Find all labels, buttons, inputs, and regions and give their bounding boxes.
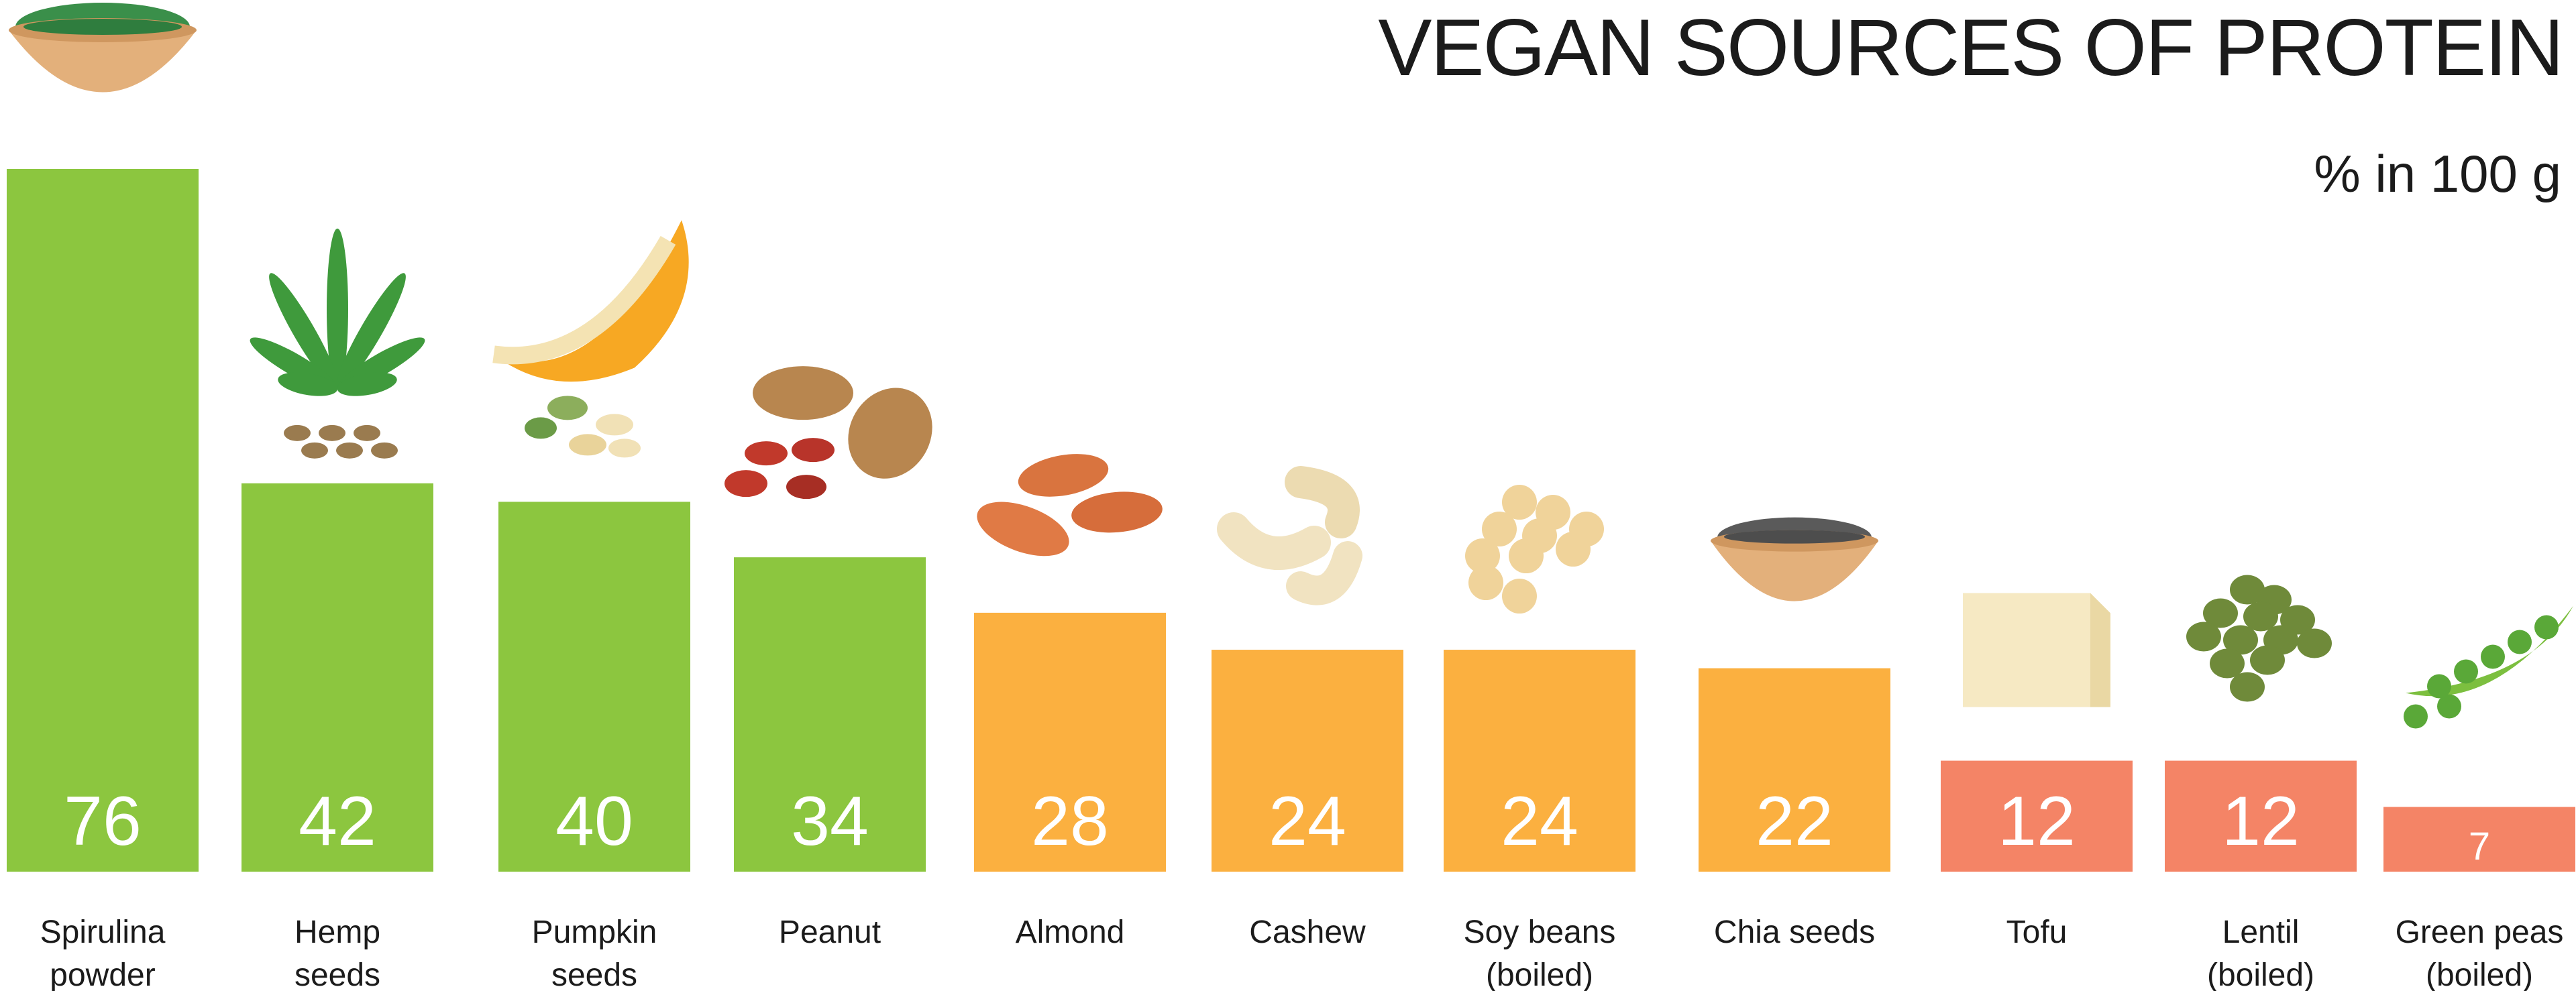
bar-10: [2383, 807, 2575, 872]
soybean-icon: [1465, 485, 1604, 614]
category-label-1: Hemp seeds: [294, 915, 380, 991]
category-label-10: Green peas (boiled): [2396, 915, 2564, 991]
bar-7: [1699, 668, 1890, 872]
tofu-icon: [1963, 593, 2110, 707]
bar-0: [7, 169, 199, 872]
chart-subtitle: % in 100 g: [2314, 144, 2561, 203]
value-label-0: 76: [64, 782, 142, 860]
value-label-2: 40: [555, 782, 633, 860]
value-label-5: 24: [1269, 782, 1346, 860]
pea-pod-icon: [2404, 605, 2573, 729]
value-label-10: 7: [2469, 825, 2490, 868]
category-label-6: Soy beans (boiled): [1464, 915, 1616, 991]
value-label-7: 22: [1756, 782, 1833, 860]
bar-2: [498, 502, 690, 872]
cashew-icon: [1217, 466, 1362, 605]
spirulina-bowl-icon: [9, 3, 197, 93]
chia-bowl-icon: [1711, 517, 1878, 601]
category-label-2: Pumpkin seeds: [532, 915, 657, 991]
category-label-8: Tofu: [2006, 915, 2068, 950]
category-label-3: Peanut: [779, 915, 881, 950]
bars-group: [7, 169, 2575, 872]
bar-5: [1212, 650, 1403, 872]
bar-9: [2165, 760, 2357, 872]
value-label-3: 34: [791, 782, 869, 860]
value-label-4: 28: [1031, 782, 1109, 860]
category-label-7: Chia seeds: [1714, 915, 1875, 950]
value-labels-group: 76 42 40 34 28 24 24 22 12 12 7: [64, 782, 2490, 868]
pumpkin-icon: [492, 220, 689, 458]
bar-6: [1444, 650, 1635, 872]
bar-3: [734, 557, 926, 872]
almond-icon: [977, 454, 1163, 557]
bar-8: [1941, 760, 2133, 872]
chart-title: VEGAN SOURCES OF PROTEIN: [1378, 3, 2564, 93]
category-label-9: Lentil (boiled): [2207, 915, 2314, 991]
value-label-1: 42: [299, 782, 376, 860]
bar-1: [241, 483, 433, 872]
category-label-4: Almond: [1016, 915, 1125, 950]
value-label-9: 12: [2222, 782, 2300, 860]
value-label-6: 24: [1501, 782, 1578, 860]
peanut-icon: [724, 366, 932, 500]
hemp-leaf-icon: [250, 228, 425, 459]
bar-4: [974, 612, 1166, 872]
category-label-5: Cashew: [1249, 915, 1366, 950]
value-label-8: 12: [1998, 782, 2076, 860]
lentil-icon: [2186, 575, 2332, 702]
category-label-0: Spirulina powder: [40, 915, 166, 991]
category-labels-group: Spirulina powder Hemp seeds Pumpkin seeds Pean…: [40, 915, 2564, 991]
food-icons: [9, 3, 2573, 729]
